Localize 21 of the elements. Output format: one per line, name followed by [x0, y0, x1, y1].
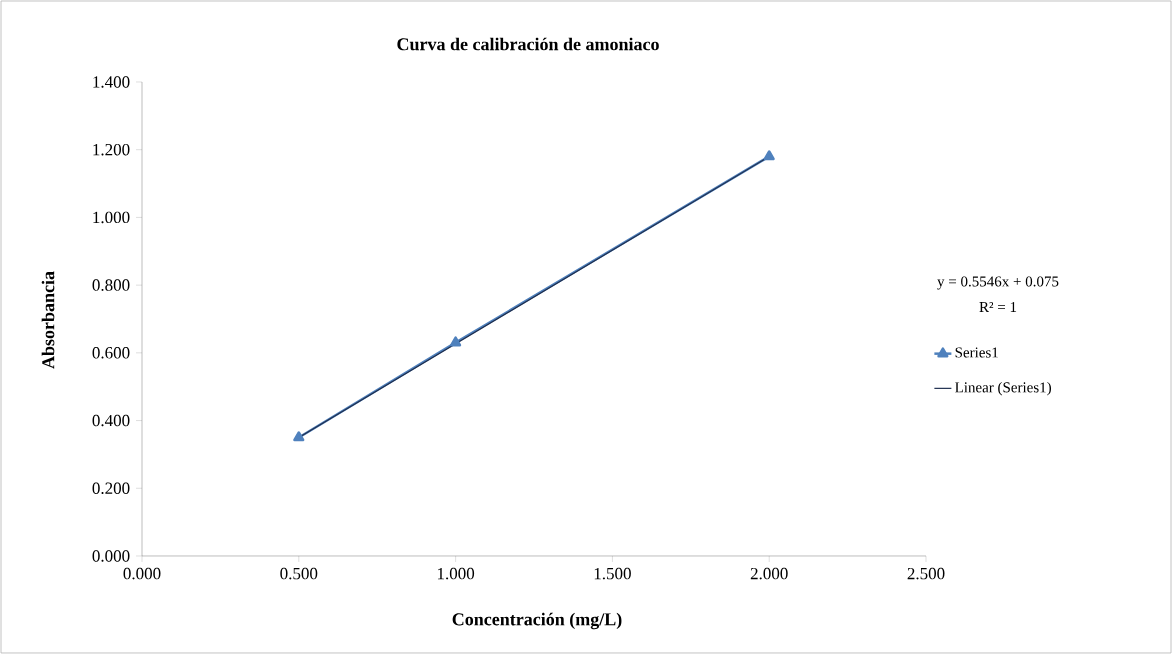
x-tick-label: 2.000 [750, 567, 788, 580]
y-tick-label: 0.000 [92, 550, 130, 562]
y-tick-label: 0.800 [92, 279, 130, 291]
x-tick-label: 0.000 [123, 567, 161, 580]
x-tick-label: 1.000 [437, 567, 475, 580]
x-tick-label: 2.500 [907, 567, 945, 580]
text: y = 0.5546x + 0.075 [937, 276, 1059, 290]
x-tick-label: 0.500 [280, 567, 318, 580]
y-tick-label: 1.400 [93, 76, 130, 88]
y-tick-label: 0.200 [92, 482, 130, 495]
legend-label: Linear (Series1) [955, 381, 1052, 396]
x-axis-title: Concentración (mg/L) [452, 612, 622, 630]
text: R² = 1 [979, 302, 1017, 312]
y-tick-label: 0.400 [92, 414, 130, 427]
y-axis-title: Absorbancia [41, 271, 55, 369]
chart-title: Curva de calibración de amoniaco [397, 37, 659, 51]
y-tick-label: 0.600 [92, 347, 130, 359]
x-tick-label: 1.500 [594, 567, 631, 580]
y-tick-label: 1.000 [93, 211, 130, 224]
y-tick-label: 1.200 [93, 143, 130, 156]
legend-label: Series1 [955, 347, 998, 358]
